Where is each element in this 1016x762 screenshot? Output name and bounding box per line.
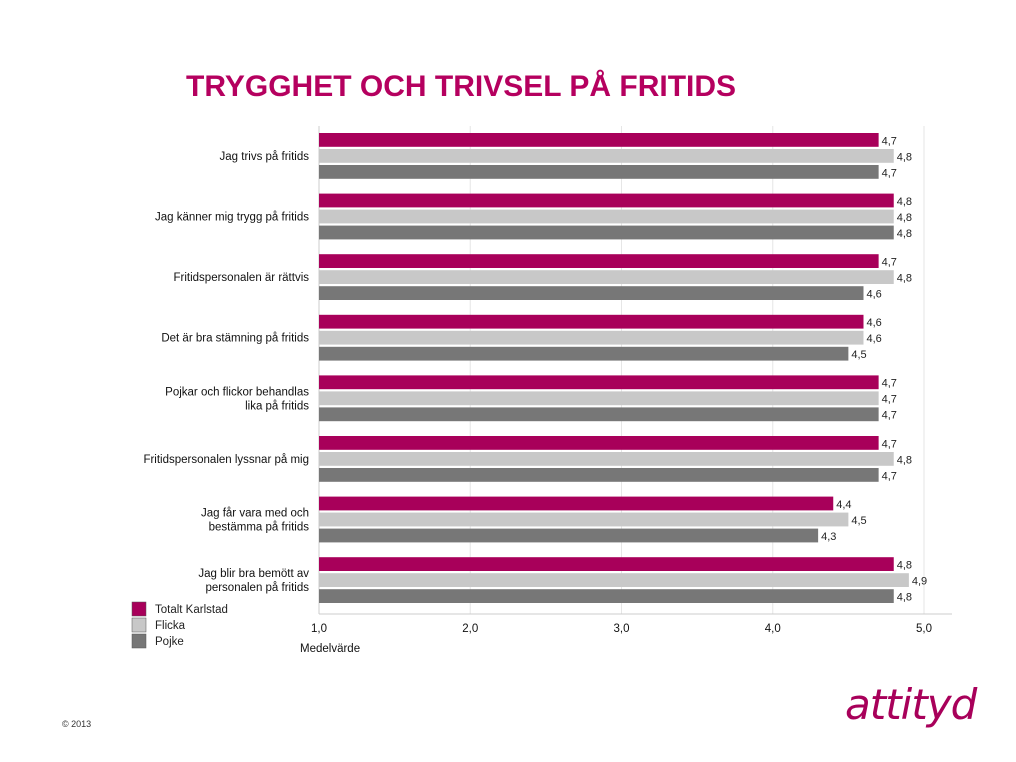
bar	[319, 468, 879, 482]
bar-value-label: 4,8	[897, 592, 912, 604]
bar	[319, 270, 894, 284]
bar-value-label: 4,7	[882, 135, 897, 147]
bar	[319, 407, 879, 422]
legend-label: Flicka	[155, 620, 186, 632]
bar-value-label: 4,7	[882, 257, 897, 269]
x-tick-label: 4,0	[765, 623, 781, 635]
bar	[319, 254, 879, 268]
category-label: Fritidspersonalen lyssnar på mig	[143, 454, 309, 466]
bar	[319, 165, 879, 179]
bar-value-label: 4,8	[897, 273, 912, 285]
bar-value-label: 4,3	[821, 531, 836, 543]
x-tick-label: 5,0	[916, 623, 932, 635]
category-label: Jag trivs på fritids	[220, 151, 310, 163]
bar-value-label: 4,7	[882, 410, 897, 422]
bar	[319, 133, 879, 147]
legend-swatch	[131, 601, 147, 617]
bar-value-label: 4,7	[882, 167, 897, 179]
x-axis-title: Medelvärde	[300, 643, 360, 655]
bar-value-label: 4,8	[897, 228, 912, 240]
bar-value-label: 4,4	[836, 499, 851, 511]
bar-value-label: 4,8	[897, 151, 912, 163]
bar	[319, 436, 879, 450]
bar-value-label: 4,8	[897, 560, 912, 572]
bar-value-label: 4,5	[851, 515, 866, 527]
bar-value-label: 4,6	[867, 317, 882, 329]
bar	[319, 496, 834, 511]
bar	[319, 286, 864, 300]
bar-value-label: 4,5	[851, 349, 866, 361]
bar	[319, 391, 879, 406]
bar	[319, 225, 894, 240]
bar	[319, 149, 894, 163]
x-tick-label: 3,0	[614, 623, 630, 635]
bar	[319, 209, 894, 224]
bar	[319, 452, 894, 466]
category-label: Jag känner mig trygg på fritids	[155, 212, 309, 224]
bar	[319, 512, 849, 527]
category-label: Pojkar och flickor behandlas	[165, 386, 309, 398]
legend-label: Totalt Karlstad	[155, 604, 228, 616]
category-label: lika på fritids	[245, 400, 309, 412]
category-label: bestämma på fritids	[209, 522, 310, 534]
x-tick-label: 1,0	[311, 623, 327, 635]
bar	[319, 573, 909, 587]
bar	[319, 375, 879, 390]
bar-value-label: 4,6	[867, 333, 882, 345]
bar-value-label: 4,8	[897, 212, 912, 224]
category-label: Det är bra stämning på fritids	[161, 333, 309, 345]
bar-value-label: 4,7	[882, 470, 897, 482]
copyright-text: © 2013	[62, 719, 92, 729]
legend-swatch	[131, 633, 147, 649]
bar	[319, 314, 864, 329]
attityd-logo: attityd	[845, 680, 977, 729]
category-label: Jag blir bra bemött av	[198, 568, 309, 580]
legend-swatch	[131, 617, 147, 633]
bar-value-label: 4,8	[897, 196, 912, 208]
x-tick-label: 2,0	[462, 623, 478, 635]
bar	[319, 528, 819, 543]
bar	[319, 193, 894, 208]
bar-value-label: 4,9	[912, 576, 927, 588]
slide-title: TRYGGHET OCH TRIVSEL PÅ FRITIDS	[186, 70, 737, 103]
bar	[319, 346, 849, 361]
category-label: Fritidspersonalen är rättvis	[174, 272, 310, 284]
bar	[319, 589, 894, 603]
bar-value-label: 4,7	[882, 394, 897, 406]
bar-value-label: 4,8	[897, 454, 912, 466]
bar-value-label: 4,7	[882, 378, 897, 390]
category-label: personalen på fritids	[205, 582, 309, 594]
legend-label: Pojke	[155, 636, 184, 648]
bar	[319, 330, 864, 345]
bar	[319, 557, 894, 571]
bar-value-label: 4,7	[882, 438, 897, 450]
bar-value-label: 4,6	[867, 289, 882, 301]
category-label: Jag får vara med och	[201, 508, 309, 520]
